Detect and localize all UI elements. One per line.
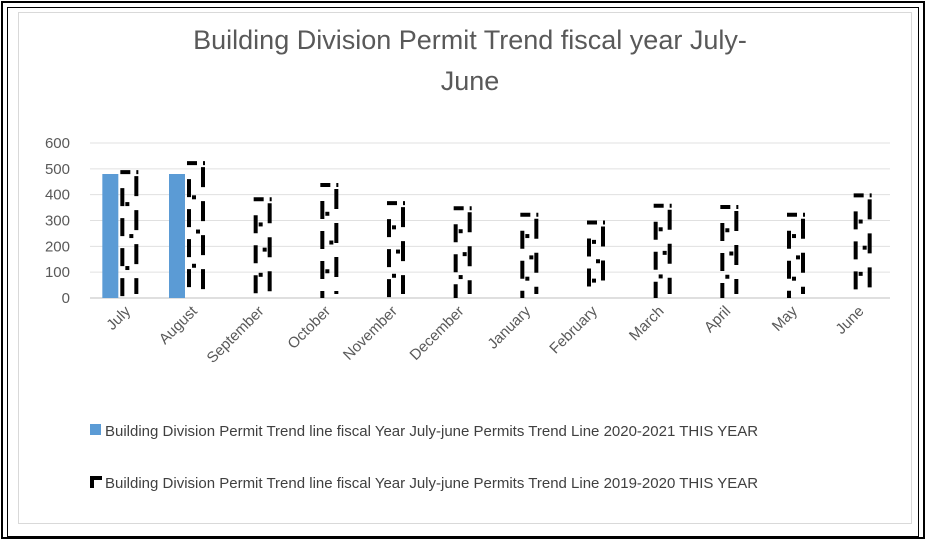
legend-swatch-2019-2020 xyxy=(90,476,102,488)
bar-2019-2020 xyxy=(653,203,672,298)
y-tick-labels: 0 100 200 300 400 500 600 xyxy=(45,135,70,307)
chart-title: Building Division Permit Trend fiscal ye… xyxy=(120,20,820,102)
x-tick-label: August xyxy=(156,302,202,348)
x-tick-label: October xyxy=(284,303,334,353)
y-tick-label: 400 xyxy=(45,187,70,204)
bar-2019-2020 xyxy=(387,201,405,298)
x-tick-label: September xyxy=(204,303,268,367)
legend-label-2019-2020: Building Division Permit Trend line fisc… xyxy=(105,475,759,492)
y-tick-label: 200 xyxy=(45,238,70,255)
chart-title-line-1: Building Division Permit Trend fiscal ye… xyxy=(193,25,747,55)
legend-swatch-2020-2021 xyxy=(90,424,101,435)
bar-2019-2020 xyxy=(453,206,472,298)
x-tick-label: July xyxy=(103,302,134,333)
bar-2019-2020 xyxy=(720,205,739,298)
bar-2019-2020 xyxy=(253,197,272,298)
bar-2019-2020 xyxy=(787,212,805,298)
x-tick-label: March xyxy=(626,303,667,344)
y-tick-label: 100 xyxy=(45,264,70,281)
x-tick-label: January xyxy=(484,302,534,352)
y-tick-label: 600 xyxy=(45,135,70,152)
x-tick-labels: July August September October November Decemb… xyxy=(103,302,867,366)
y-tick-label: 500 xyxy=(45,161,70,178)
x-tick-label: June xyxy=(832,303,867,338)
x-tick-label: November xyxy=(340,303,401,364)
gridlines xyxy=(90,142,890,299)
x-tick-label: May xyxy=(769,302,801,334)
chart-area xyxy=(18,12,912,524)
chart-title-line-2: June xyxy=(440,66,500,96)
x-tick-label: December xyxy=(407,303,468,364)
bar-2019-2020 xyxy=(320,183,339,298)
y-tick-label: 300 xyxy=(45,213,70,230)
y-tick-label: 0 xyxy=(62,290,70,307)
x-tick-label: February xyxy=(546,302,601,357)
bar-2020-2021 xyxy=(102,174,119,298)
bar-2020-2021 xyxy=(169,174,185,298)
legend-entry-1: Building Division Permit Trend line fisc… xyxy=(90,420,890,443)
bar-2019-2020 xyxy=(520,212,539,298)
bars xyxy=(102,161,872,298)
bar-2019-2020 xyxy=(853,193,872,298)
inner-frame xyxy=(7,7,919,537)
legend-entry-2: Building Division Permit Trend line fisc… xyxy=(90,472,890,495)
bar-2019-2020 xyxy=(120,170,139,298)
legend-label-2020-2021: Building Division Permit Trend line fisc… xyxy=(105,423,759,440)
x-tick-label: April xyxy=(701,303,734,336)
bar-2019-2020 xyxy=(187,161,205,298)
bar-2019-2020 xyxy=(587,220,605,298)
